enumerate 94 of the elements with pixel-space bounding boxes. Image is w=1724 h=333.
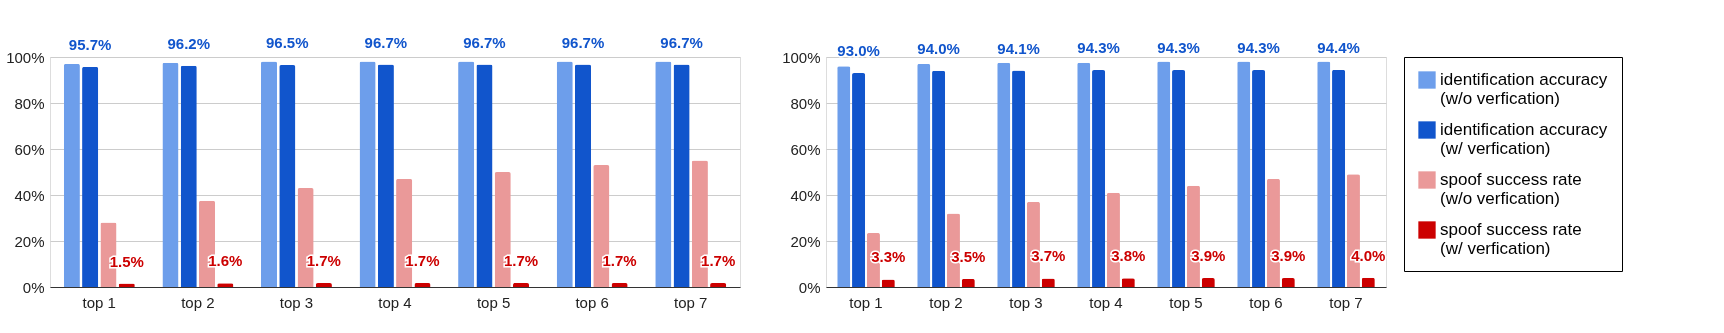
bar bbox=[917, 63, 931, 287]
bar bbox=[377, 64, 394, 287]
legend-label: identification accuracy (w/o verfication) bbox=[1440, 70, 1608, 108]
y-tick-label: 20% bbox=[14, 232, 45, 250]
bar bbox=[710, 283, 727, 287]
y-tick-label: 40% bbox=[790, 186, 821, 204]
data-label: 94.1% bbox=[997, 39, 1040, 57]
bar bbox=[1252, 70, 1266, 287]
data-label: 3.3% bbox=[871, 248, 906, 266]
bar bbox=[1237, 61, 1251, 287]
bar bbox=[1012, 70, 1026, 287]
x-tick-label: top 3 bbox=[279, 293, 314, 311]
bar bbox=[1317, 61, 1331, 287]
y-tick-label: 0% bbox=[798, 278, 821, 296]
y-tick-label: 60% bbox=[14, 140, 45, 158]
data-label: 4.0% bbox=[1351, 246, 1386, 264]
x-tick-label: top 2 bbox=[929, 293, 963, 311]
data-label: 1.7% bbox=[701, 252, 736, 270]
bar bbox=[1172, 70, 1186, 287]
bar bbox=[414, 283, 431, 287]
data-label: 96.7% bbox=[561, 33, 605, 51]
bar bbox=[1281, 278, 1295, 287]
bar bbox=[574, 64, 592, 287]
x-tick-label: top 5 bbox=[476, 293, 511, 311]
data-label: 1.5% bbox=[109, 252, 144, 270]
bar bbox=[458, 61, 475, 287]
bar bbox=[359, 61, 376, 287]
data-label: 94.0% bbox=[917, 39, 960, 57]
data-label: 94.3% bbox=[1237, 39, 1280, 57]
bar bbox=[997, 62, 1011, 287]
x-tick-label: top 4 bbox=[1089, 293, 1123, 311]
x-tick-label: top 1 bbox=[82, 293, 116, 311]
bar bbox=[611, 283, 628, 287]
y-tick-label: 20% bbox=[790, 232, 821, 250]
y-tick-label: 0% bbox=[22, 278, 45, 296]
data-label: 94.3% bbox=[1077, 39, 1120, 57]
x-tick-label: top 6 bbox=[575, 293, 609, 311]
x-tick-label: top 5 bbox=[1169, 293, 1203, 311]
data-label: 96.7% bbox=[364, 33, 408, 51]
data-label: 96.7% bbox=[660, 33, 703, 51]
data-label: 1.6% bbox=[208, 252, 243, 270]
data-label: 96.7% bbox=[463, 33, 506, 51]
data-label: 1.7% bbox=[306, 252, 341, 270]
bar bbox=[556, 61, 573, 287]
data-label: 96.2% bbox=[167, 34, 210, 52]
bar bbox=[476, 64, 493, 287]
x-tick-label: top 4 bbox=[378, 293, 412, 311]
legend-label: spoof success rate (w/o verfication) bbox=[1440, 170, 1582, 208]
data-label: 3.5% bbox=[951, 247, 986, 265]
legend-label: identification accuracy (w/ verfication) bbox=[1440, 120, 1608, 158]
x-tick-label: top 6 bbox=[1249, 293, 1283, 311]
bar bbox=[837, 66, 851, 287]
data-label: 1.7% bbox=[405, 252, 440, 270]
y-tick-label: 40% bbox=[14, 186, 45, 204]
bar bbox=[1332, 69, 1346, 287]
data-label: 94.4% bbox=[1317, 38, 1360, 56]
bar bbox=[279, 65, 296, 287]
data-label: 95.7% bbox=[68, 35, 112, 53]
data-label: 94.3% bbox=[1157, 39, 1200, 57]
bar bbox=[1157, 61, 1171, 287]
y-tick-label: 100% bbox=[6, 48, 45, 66]
bar bbox=[1201, 278, 1215, 287]
bar bbox=[673, 64, 690, 287]
y-tick-label: 100% bbox=[782, 48, 821, 66]
bar bbox=[63, 63, 80, 287]
bar bbox=[1092, 70, 1106, 287]
legend-label: spoof success rate (w/ verfication) bbox=[1440, 220, 1582, 258]
y-tick-label: 60% bbox=[790, 140, 821, 158]
data-label: 1.7% bbox=[503, 252, 539, 270]
x-tick-label: top 7 bbox=[674, 293, 708, 311]
x-tick-label: top 7 bbox=[1329, 293, 1363, 311]
x-tick-label: top 2 bbox=[181, 293, 215, 311]
bar bbox=[852, 73, 866, 287]
bar bbox=[1077, 62, 1091, 287]
data-label: 3.9% bbox=[1191, 247, 1226, 265]
bar bbox=[315, 283, 332, 287]
bar bbox=[82, 66, 99, 287]
data-label: 96.5% bbox=[266, 34, 309, 52]
data-label: 93.0% bbox=[837, 42, 880, 60]
bar bbox=[512, 283, 530, 287]
bar bbox=[655, 61, 672, 287]
data-label: 3.9% bbox=[1271, 247, 1306, 265]
bar bbox=[961, 278, 975, 287]
y-tick-label: 80% bbox=[14, 94, 45, 112]
data-label: 3.7% bbox=[1031, 247, 1066, 265]
data-label: 1.7% bbox=[602, 252, 637, 270]
bar bbox=[180, 65, 197, 287]
y-tick-label: 80% bbox=[790, 94, 821, 112]
data-label: 3.8% bbox=[1111, 247, 1146, 265]
x-tick-label: top 3 bbox=[1009, 293, 1043, 311]
bar bbox=[932, 70, 946, 287]
x-tick-label: top 1 bbox=[849, 293, 883, 311]
bar bbox=[162, 62, 179, 287]
bar bbox=[260, 61, 278, 287]
